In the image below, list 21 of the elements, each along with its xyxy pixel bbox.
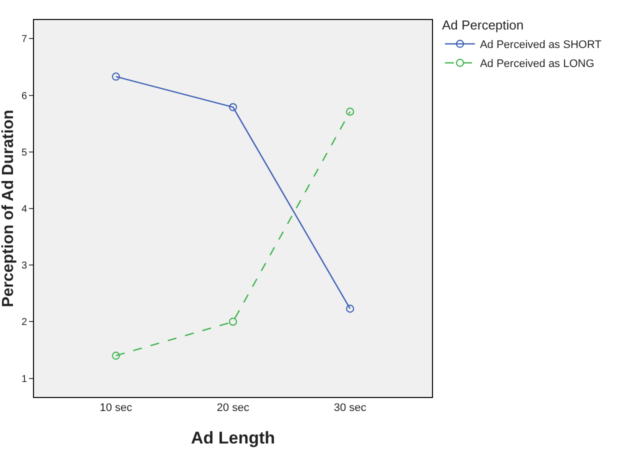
legend-title: Ad Perception	[442, 17, 524, 32]
x-tick-label: 30 sec	[334, 402, 367, 414]
x-tick-label: 20 sec	[216, 402, 250, 414]
x-tick-label: 10 sec	[100, 402, 133, 414]
y-tick-label: 2	[21, 317, 28, 328]
point	[112, 72, 120, 81]
legend-label: Ad Perceived as SHORT	[480, 39, 602, 52]
y-axis-title: Perception of Ad Duration	[0, 110, 17, 308]
legend-label: Ad Perceived as LONG	[480, 58, 594, 70]
point	[346, 108, 354, 116]
point	[228, 103, 238, 112]
y-tick-label: 1	[21, 374, 28, 385]
y-tick-label: 3	[21, 260, 28, 272]
point	[346, 304, 354, 313]
y-tick-label: 4	[21, 204, 28, 215]
y-tick-label: 7	[21, 34, 28, 46]
x-axis-title: Ad Length	[190, 428, 276, 448]
y-tick-label: 6	[21, 90, 28, 102]
point	[112, 352, 120, 360]
y-tick-label: 5	[21, 147, 28, 158]
point	[228, 318, 238, 326]
